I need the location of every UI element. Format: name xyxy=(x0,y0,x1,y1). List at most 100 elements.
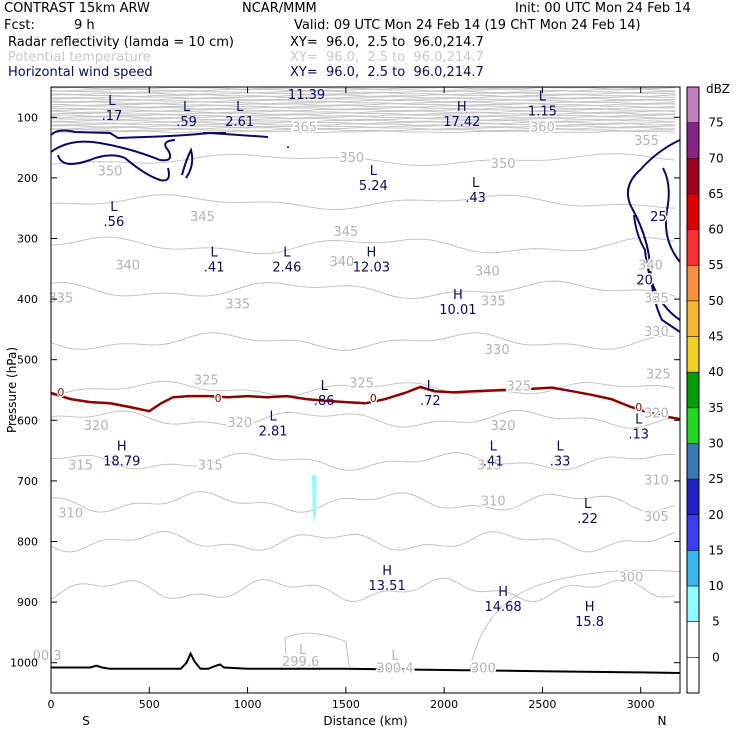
theta-contour-line xyxy=(50,194,676,210)
y-tick-label: 100 xyxy=(17,111,38,124)
colorbar-swatch xyxy=(687,550,699,587)
theta-contour-line xyxy=(50,103,676,107)
theta-contour-label: 320 xyxy=(491,419,516,434)
theta-contour-line xyxy=(284,632,351,671)
extremum-marker: L xyxy=(584,497,592,512)
theta-contour-label: 320 xyxy=(227,416,252,431)
model-title: CONTRAST 15km ARW xyxy=(4,1,150,16)
fcst-value: 9 h xyxy=(74,18,95,33)
theta-contours xyxy=(50,86,681,671)
theta-contour-line xyxy=(50,491,676,513)
plot-frame xyxy=(50,86,681,694)
theta-contour-label: 315 xyxy=(477,458,502,473)
colorbar-swatch xyxy=(687,300,699,337)
extremum-value: .59 xyxy=(176,115,197,130)
extremum-marker: L xyxy=(211,246,219,261)
theta-contour-line xyxy=(50,121,676,125)
extremum-marker: H xyxy=(382,564,392,579)
extremum-value: .13 xyxy=(628,427,649,442)
extremum-marker: L xyxy=(269,409,277,424)
colorbar-swatch xyxy=(687,193,699,230)
theta-contour-line xyxy=(50,119,676,123)
field-theta-xy: XY= 96.0, 2.5 to 96.0,214.7 xyxy=(290,50,484,65)
x-tick-label: 1500 xyxy=(332,698,360,711)
theta-contour-line xyxy=(50,104,676,108)
theta-contour-line xyxy=(50,101,676,105)
x-tick-label: 500 xyxy=(139,698,160,711)
extremum-value: 2.61 xyxy=(225,115,254,130)
extremum-value: 10.01 xyxy=(439,303,476,318)
colorbar-swatch xyxy=(687,265,699,301)
terrain-path xyxy=(51,651,681,674)
theta-contour-line xyxy=(50,380,676,397)
wind-contour-line xyxy=(50,139,176,162)
theta-contour-line xyxy=(51,86,676,90)
extremum-value: 2.81 xyxy=(259,424,288,439)
theta-contour-label: 300 xyxy=(618,570,643,585)
theta-contour-label: 365 xyxy=(292,121,317,136)
extremum-value: .41 xyxy=(483,455,504,470)
y-tick-label: 600 xyxy=(17,414,38,427)
colorbar-swatch xyxy=(687,443,699,480)
y-tick-label: 1000 xyxy=(10,657,38,670)
terrain-line xyxy=(51,651,681,674)
colorbar-swatch xyxy=(687,621,699,658)
extremum-value: 11.39 xyxy=(288,88,325,103)
extremum-value: 1.15 xyxy=(528,104,557,119)
theta-contour-label: 355 xyxy=(634,134,659,149)
theta-contour-line xyxy=(50,409,676,429)
theta-contour-line xyxy=(51,95,676,99)
theta-contour-label: 345 xyxy=(333,225,358,240)
init-time: Init: 00 UTC Mon 24 Feb 14 xyxy=(515,1,691,16)
theta-contour-label: 350 xyxy=(491,157,516,172)
theta-contour-line xyxy=(50,332,676,352)
fcst-label: Fcst: xyxy=(4,18,35,33)
theta-contour-line xyxy=(50,88,676,92)
theta-contour-label: 325 xyxy=(646,367,671,382)
theta-contour-label: 320 xyxy=(644,407,669,422)
wind-contour-line xyxy=(662,167,681,263)
extremum-marker: H xyxy=(367,246,377,261)
extremum-value: 18.79 xyxy=(103,455,140,470)
extremum-marker: L xyxy=(108,94,116,109)
wind-contour-line xyxy=(50,129,269,140)
x-tick-label: 1000 xyxy=(234,698,262,711)
extremum-marker: L xyxy=(183,100,191,115)
colorbar-tick-label: 30 xyxy=(708,436,723,450)
wind-contour-label: 25 xyxy=(650,210,667,225)
extremum-marker: L xyxy=(556,440,564,455)
theta-contour-line xyxy=(50,577,676,603)
colorbar-tick-label: 20 xyxy=(708,508,723,522)
theta-contour-line xyxy=(50,126,676,130)
colorbar-tick-label: 60 xyxy=(708,223,723,237)
theta-contour-label: 00.3 xyxy=(33,649,62,664)
theta-contour-label: 330 xyxy=(485,343,510,358)
theta-contour-label: 340 xyxy=(475,264,500,279)
zero-isotherm xyxy=(50,385,681,421)
colorbar-frame xyxy=(686,86,700,694)
theta-contour-line xyxy=(51,130,676,134)
extremum-value: .41 xyxy=(204,261,225,276)
theta-contour-label: 340 xyxy=(638,258,663,273)
theta-contour-line xyxy=(469,569,681,671)
colorbar-tick-label: 40 xyxy=(708,365,723,379)
colorbar-tick-label: 70 xyxy=(708,151,723,165)
theta-contour-line xyxy=(50,153,676,167)
theta-contour-label: 310 xyxy=(58,507,83,522)
theta-contour-line xyxy=(50,106,675,110)
theta-contour-label: 350 xyxy=(98,164,123,179)
zero-isotherm-label: 0 xyxy=(57,386,64,399)
theta-contour-label: L xyxy=(299,643,307,658)
theta-contour-line xyxy=(50,110,676,114)
extremum-marker: L xyxy=(635,412,643,427)
zero-isotherm-label: 0 xyxy=(635,401,642,414)
theta-contour-line xyxy=(50,99,676,103)
theta-contour-label: 310 xyxy=(481,495,506,510)
field-wind-label: Horizontal wind speed xyxy=(8,65,153,80)
theta-contour-line xyxy=(50,280,676,300)
extremum-marker: H xyxy=(453,288,463,303)
theta-contour-label: L xyxy=(391,649,399,664)
colorbar-swatch xyxy=(687,657,699,693)
field-reflectivity-xy: XY= 96.0, 2.5 to 96.0,214.7 xyxy=(290,35,484,50)
